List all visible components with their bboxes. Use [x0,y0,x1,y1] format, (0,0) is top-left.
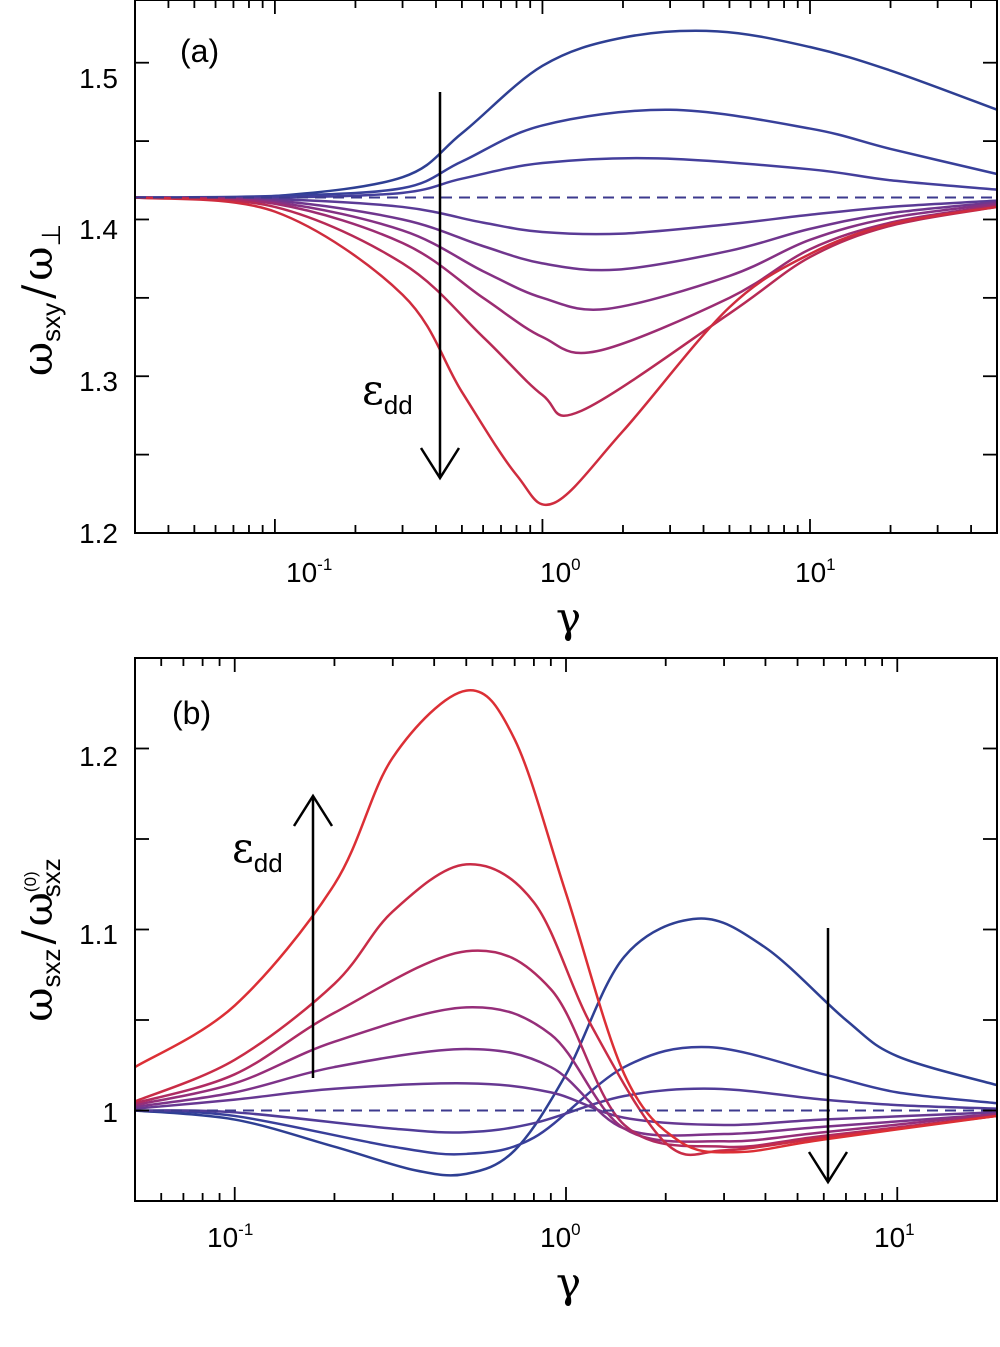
panel-a-edd-arrow [419,92,461,481]
panel-a-x-axis-label: γ [556,593,581,642]
series-line [134,1006,998,1143]
series-line [134,196,998,417]
panel-b-edd-label: εdd [232,823,283,878]
panel-b-x-tick-labels: 10-1 100 101 [207,1220,915,1253]
panel-b-edd-up-arrow [292,793,334,1078]
panel-a-y-tick-labels: 1.2 1.3 1.4 1.5 [79,63,118,549]
series-line [134,196,998,355]
panel-b-down-arrow [807,928,849,1185]
panel-a-x-tick-labels: 10-1 100 101 [286,555,836,588]
panel-b-frame [134,657,998,1202]
series-line [134,196,998,236]
panel-a: 1.2 1.3 1.4 1.5 10-1 100 101 (a) γ ωsxy/… [13,0,998,642]
series-line [134,156,998,200]
panel-b-ticks [134,657,998,1202]
series-line [134,29,998,200]
series-line [134,196,998,507]
series-line [134,1047,998,1137]
x-tick-label: 10-1 [286,555,332,588]
series-line [134,108,998,199]
series-line [134,196,998,311]
x-tick-label: 100 [540,1220,581,1253]
panel-a-curves [134,29,998,507]
y-tick-label: 1.2 [79,518,118,549]
series-line [134,1082,998,1127]
y-tick-label: 1 [102,1097,118,1128]
y-tick-label: 1.4 [79,214,118,245]
series-line [134,863,998,1157]
panel-b: 1 1.1 1.2 10-1 100 101 (b) γ ωsxz/ω(0)sx… [13,657,998,1307]
series-line [134,1045,998,1156]
panel-a-frame [134,0,998,534]
y-tick-label: 1.5 [79,63,118,94]
panel-a-edd-label: εdd [362,365,413,420]
x-tick-label: 10-1 [207,1220,253,1253]
y-tick-label: 1.1 [79,919,118,950]
panel-b-curves [134,689,998,1177]
panel-a-ticks [134,0,998,534]
panel-b-y-tick-labels: 1 1.1 1.2 [79,741,118,1128]
y-tick-label: 1.3 [79,366,118,397]
x-tick-label: 100 [540,555,581,588]
panel-b-label: (b) [172,695,211,731]
y-tick-label: 1.2 [79,741,118,772]
x-tick-label: 101 [874,1220,915,1253]
series-line [134,917,998,1177]
x-tick-label: 101 [795,555,836,588]
panel-a-label: (a) [180,33,219,69]
panel-a-y-axis-label: ωsxy/ω⊥ [13,224,66,376]
panel-b-y-axis-label: ωsxz/ω(0)sxz [13,858,66,1021]
series-line [134,689,998,1154]
series-line [134,949,998,1149]
panel-b-x-axis-label: γ [556,1258,581,1307]
series-line [134,196,998,272]
